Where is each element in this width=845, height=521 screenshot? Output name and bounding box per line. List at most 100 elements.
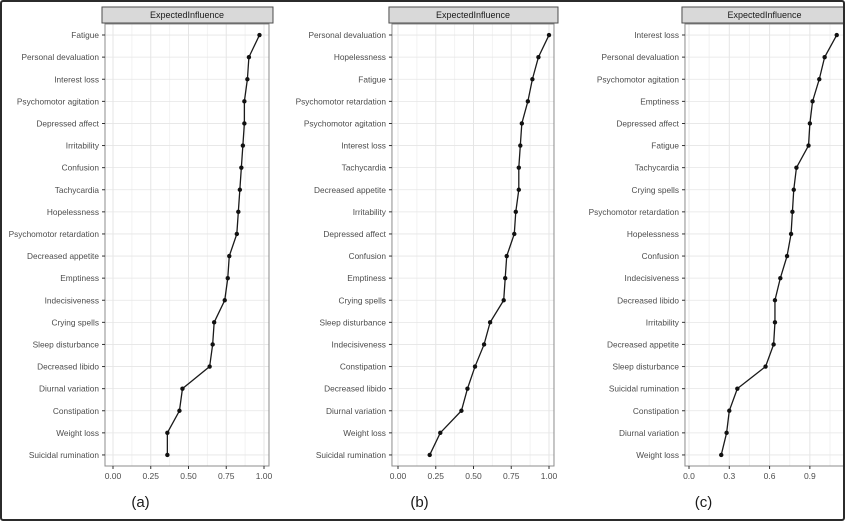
y-axis-label: Hopelessness xyxy=(47,207,99,217)
data-point xyxy=(459,408,464,413)
centrality-chart-svg: ExpectedInfluence Personal devaluation Hop… xyxy=(296,6,559,481)
y-axis-label: Decreased libido xyxy=(617,295,679,305)
x-axis-tick-label: 0.00 xyxy=(390,471,407,481)
data-point xyxy=(512,231,517,237)
data-point xyxy=(503,275,508,281)
data-point xyxy=(519,121,525,126)
data-point xyxy=(791,187,796,192)
facet-strip xyxy=(101,6,274,24)
data-point xyxy=(165,452,170,458)
x-axis-tick-label: 0.50 xyxy=(465,471,482,481)
data-point xyxy=(257,32,262,38)
y-axis-label: Irritability xyxy=(66,141,100,151)
data-point xyxy=(501,298,506,303)
data-point xyxy=(207,364,212,369)
x-axis-tick-label: 0.25 xyxy=(427,471,444,481)
y-axis-label: Fatigue xyxy=(71,30,99,40)
y-axis-label: Psychomotor retardation xyxy=(589,207,680,217)
data-point xyxy=(516,165,521,170)
centrality-panel-b: ExpectedInfluence Personal devaluation Hop… xyxy=(279,2,560,516)
centrality-line xyxy=(429,34,550,456)
y-axis-label: Emptiness xyxy=(60,273,99,283)
data-point xyxy=(822,54,827,60)
y-axis-label: Diurnal variation xyxy=(326,406,386,416)
y-axis-label: Psychomotor agitation xyxy=(597,74,679,84)
facet-strip-label: ExpectedInfluence xyxy=(436,10,510,20)
y-axis-label: Depressed affect xyxy=(36,118,99,128)
data-point xyxy=(763,364,768,369)
y-axis-label: Confusion xyxy=(349,251,387,261)
y-axis-label: Decreased appetite xyxy=(27,251,99,261)
data-point xyxy=(227,253,232,259)
plot-background xyxy=(684,24,843,466)
data-point xyxy=(513,209,518,215)
data-point xyxy=(246,54,252,60)
chart-a: ExpectedInfluence Fatigue Personal devalua… xyxy=(2,2,279,492)
y-axis-label: Sleep disturbance xyxy=(320,317,387,327)
y-axis-label: Diurnal variation xyxy=(39,384,99,394)
y-axis-label: Psychomotor retardation xyxy=(296,96,387,106)
data-point xyxy=(794,165,799,170)
data-point xyxy=(481,342,487,347)
data-point xyxy=(807,121,813,126)
data-point xyxy=(772,298,778,303)
data-point xyxy=(239,165,244,170)
panel-caption-b: (b) xyxy=(410,494,429,511)
data-point xyxy=(724,430,729,436)
y-axis-label: Interest loss xyxy=(341,141,386,151)
data-point xyxy=(806,143,811,148)
centrality-line xyxy=(720,34,838,456)
y-axis-label: Tachycardia xyxy=(342,163,387,173)
y-axis-label: Decreased libido xyxy=(324,384,386,394)
y-axis-label: Irritability xyxy=(353,207,387,217)
y-axis-label: Weight loss xyxy=(636,450,679,460)
x-axis-tick-label: 0.00 xyxy=(105,471,122,481)
plot-panel-border xyxy=(104,23,270,467)
panel-caption-c: (c) xyxy=(694,494,713,511)
y-axis-label: Suicidal rumination xyxy=(609,384,679,394)
panel-caption-a: (a) xyxy=(131,494,150,511)
data-point xyxy=(165,430,170,436)
centrality-line xyxy=(166,34,261,455)
y-axis-label: Confusion xyxy=(642,251,680,261)
facet-strip xyxy=(388,6,559,24)
data-point xyxy=(222,298,227,303)
y-axis-label: Decreased libido xyxy=(37,362,99,372)
plot-background xyxy=(391,24,554,466)
data-point xyxy=(236,209,241,215)
y-axis-label: Crying spells xyxy=(51,317,99,327)
y-axis-label: Indecisiveness xyxy=(332,339,386,349)
y-axis-label: Indecisiveness xyxy=(625,273,679,283)
data-point xyxy=(465,386,470,391)
centrality-chart-svg: ExpectedInfluence Fatigue Personal devalua… xyxy=(9,6,274,481)
y-axis-label: Indecisiveness xyxy=(45,295,99,305)
data-point xyxy=(719,452,724,458)
data-point xyxy=(790,209,795,215)
facet-strip xyxy=(681,6,843,24)
data-point xyxy=(735,386,740,391)
y-axis-label: Personal devaluation xyxy=(21,52,99,62)
plot-panel-border xyxy=(391,23,555,467)
data-point xyxy=(810,99,815,104)
y-axis-label: Psychomotor agitation xyxy=(17,96,99,106)
centrality-chart-svg: ExpectedInfluence Interest loss Personal d… xyxy=(589,6,843,481)
data-point xyxy=(242,121,247,126)
y-axis-label: Suicidal rumination xyxy=(29,450,99,460)
data-point xyxy=(438,430,443,436)
y-axis-label: Emptiness xyxy=(640,96,679,106)
data-point xyxy=(817,77,822,82)
data-point xyxy=(530,77,535,82)
y-axis-label: Sleep disturbance xyxy=(33,339,100,349)
x-axis-tick-label: 1.00 xyxy=(541,471,558,481)
y-axis-label: Decreased appetite xyxy=(607,339,679,349)
x-axis-tick-label: 0.9 xyxy=(804,471,816,481)
chart-c: ExpectedInfluence Interest loss Personal d… xyxy=(560,2,843,492)
y-axis-label: Hopelessness xyxy=(334,52,386,62)
facet-strip-label: ExpectedInfluence xyxy=(150,10,224,20)
y-axis-label: Weight loss xyxy=(343,428,386,438)
y-axis-label: Personal devaluation xyxy=(601,52,679,62)
y-axis-label: Weight loss xyxy=(56,428,99,438)
data-point xyxy=(177,408,182,413)
x-axis-tick-label: 0.3 xyxy=(723,471,735,481)
